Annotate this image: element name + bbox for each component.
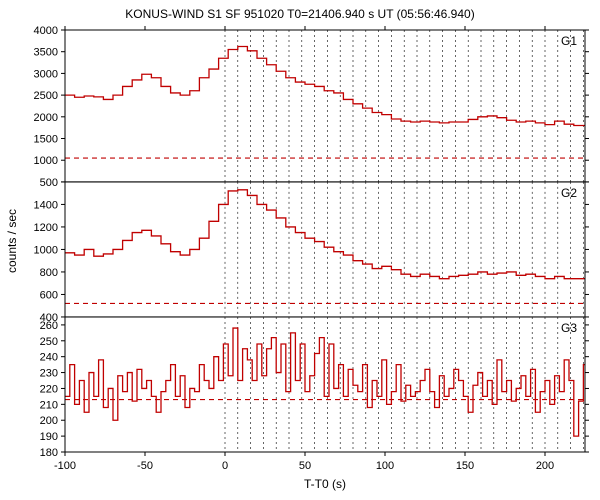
ytick-label: 250: [40, 336, 58, 348]
ytick-label: 1000: [34, 155, 58, 167]
panel-G1: 500 1000 1500 2000 2500 3000 3500 4000 G1: [34, 25, 589, 189]
xtick-label: 50: [299, 460, 311, 472]
data-series: [65, 328, 585, 436]
ytick-label: 1000: [34, 244, 58, 256]
ytick-label: 2500: [34, 90, 58, 102]
ytick-label: 1500: [34, 134, 58, 146]
ytick-label: 180: [40, 447, 58, 459]
xtick-label: 100: [376, 460, 394, 472]
panel-label: G2: [561, 186, 577, 200]
ytick-label: 230: [40, 368, 58, 380]
ytick-label: 800: [40, 267, 58, 279]
chart-svg: KONUS-WIND S1 SF 951020 T0=21406.940 s U…: [0, 0, 600, 500]
panel-G3: 180 190 200 210 220 230 240 250 260 G3: [40, 317, 589, 459]
y-axis-label: counts / sec: [5, 209, 19, 273]
ytick-label: 2000: [34, 112, 58, 124]
panel-G2: 400600800100012001400G2: [34, 182, 589, 324]
ytick-label: 200: [40, 415, 58, 427]
data-series: [65, 190, 585, 279]
ytick-label: 1400: [34, 199, 58, 211]
ytick-label: 600: [40, 289, 58, 301]
xtick-label: -100: [54, 460, 76, 472]
ytick-label: 500: [40, 177, 58, 189]
chart-title: KONUS-WIND S1 SF 951020 T0=21406.940 s U…: [125, 7, 474, 21]
panel-border: [65, 182, 585, 317]
xtick-label: 0: [222, 460, 228, 472]
ytick-label: 220: [40, 383, 58, 395]
x-axis-label: T-T0 (s): [304, 477, 346, 491]
panel-label: G3: [561, 321, 577, 335]
xtick-label: 200: [536, 460, 554, 472]
panel-label: G1: [561, 34, 577, 48]
chart-container: KONUS-WIND S1 SF 951020 T0=21406.940 s U…: [0, 0, 600, 500]
ytick-label: 3000: [34, 68, 58, 80]
ytick-label: 260: [40, 320, 58, 332]
ytick-label: 3500: [34, 47, 58, 59]
xtick-label: 150: [456, 460, 474, 472]
ytick-label: 4000: [34, 25, 58, 37]
ytick-label: 240: [40, 352, 58, 364]
ytick-label: 210: [40, 399, 58, 411]
data-series: [65, 46, 585, 125]
panel-border: [65, 30, 585, 182]
ytick-label: 1200: [34, 222, 58, 234]
xtick-label: -50: [137, 460, 153, 472]
ytick-label: 190: [40, 431, 58, 443]
